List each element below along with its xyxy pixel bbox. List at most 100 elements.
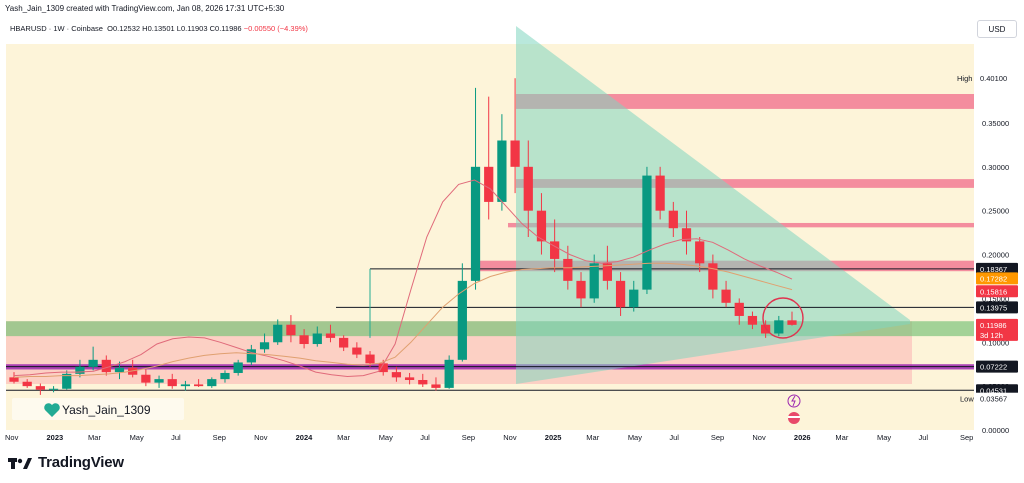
x-tick-label: Mar: [586, 433, 599, 442]
x-tick-label: May: [628, 433, 642, 442]
tradingview-brand: TradingView: [38, 454, 124, 471]
symbol-label[interactable]: HBARUSD · 1W · Coinbase: [10, 24, 103, 33]
candle-body: [233, 362, 243, 373]
x-tick-label: Sep: [711, 433, 724, 442]
price-label-box: [976, 262, 1018, 275]
candle-body: [154, 379, 164, 383]
change-value: −0.00550 (−4.39%): [243, 24, 308, 33]
candle-body: [734, 302, 744, 316]
flash-icon[interactable]: [787, 394, 801, 408]
x-tick-label: Mar: [337, 433, 350, 442]
candle-body: [550, 241, 560, 259]
candle-body: [470, 166, 481, 281]
price-label-box: [976, 301, 1018, 314]
price-label-box: [976, 318, 1018, 341]
candle-body: [286, 324, 296, 336]
ma-slow-line: [13, 262, 793, 378]
open-value: O0.12532: [107, 24, 141, 33]
candle-body: [536, 210, 547, 242]
candle-body: [325, 333, 336, 338]
candle-body: [352, 347, 362, 355]
tradingview-logo-icon: [8, 457, 32, 469]
x-tick-label: Jul: [918, 433, 928, 442]
candle-body: [747, 315, 758, 325]
candle-body: [457, 280, 467, 360]
price-label: 0.40100: [980, 74, 1007, 83]
x-tick-label: 2023: [47, 433, 64, 442]
candle-body: [141, 374, 151, 383]
candle-body: [220, 372, 230, 380]
candle-body: [48, 388, 59, 390]
watermark-text: Yash_Jain_1309: [62, 403, 151, 417]
footer-brand[interactable]: TradingView: [8, 454, 124, 471]
y-tick-label: 0.20000: [982, 251, 1009, 260]
x-tick-label: Jul: [420, 433, 430, 442]
candle-body: [378, 363, 388, 373]
x-tick-label: 2024: [296, 433, 314, 442]
price-label: 0.18367: [980, 265, 1007, 274]
candle-body: [431, 384, 441, 388]
candle-body: [273, 324, 283, 343]
price-label-box: [976, 360, 1018, 373]
candle-body: [787, 320, 797, 325]
price-label-box: [976, 272, 1018, 285]
x-tick-label: Jul: [171, 433, 181, 442]
x-tick-label: Nov: [5, 433, 19, 442]
candle-body: [589, 263, 599, 299]
candle-body: [259, 342, 270, 350]
descending-triangle: [516, 26, 910, 384]
x-tick-label: Jul: [669, 433, 679, 442]
candle-body: [391, 372, 402, 378]
x-tick-label: Nov: [752, 433, 766, 442]
price-label-box: [976, 285, 1018, 298]
candle-body: [299, 335, 309, 345]
price-label-countdown: 3d 12h: [980, 331, 1003, 340]
price-label: 0.15816: [980, 287, 1007, 296]
price-label: 0.03567: [980, 395, 1007, 404]
x-tick-label: May: [379, 433, 393, 442]
candle-body: [655, 175, 665, 211]
candle-body: [484, 166, 494, 202]
candle-body: [114, 367, 125, 373]
candle-body: [35, 386, 45, 390]
candle-body: [167, 379, 177, 387]
zone-supply-0: [516, 94, 974, 109]
x-tick-label: Nov: [503, 433, 517, 442]
candle-body: [576, 280, 586, 299]
x-tick-label: Sep: [462, 433, 475, 442]
candle-body: [339, 337, 349, 348]
candle-body: [774, 320, 784, 334]
zone-supply-1: [516, 179, 974, 188]
highlight-circle: [762, 297, 804, 339]
price-label-tag: Low: [960, 395, 974, 404]
candle-body: [642, 175, 652, 290]
candle-body: [602, 263, 613, 281]
candle-body: [101, 359, 111, 373]
candle-body: [246, 349, 256, 363]
candle-body: [721, 289, 731, 303]
x-tick-label: Mar: [835, 433, 848, 442]
x-tick-label: Sep: [960, 433, 973, 442]
price-label: 0.17282: [980, 274, 1007, 283]
candle-body: [615, 280, 626, 308]
candle-body: [523, 166, 533, 211]
price-label: 0.07222: [980, 363, 1007, 372]
candle-body: [207, 379, 217, 387]
y-tick-label: 0.35000: [982, 119, 1009, 128]
candle-body: [497, 140, 507, 202]
candle-body: [444, 359, 454, 388]
candle-body: [9, 377, 19, 382]
high-value: H0.13501: [142, 24, 175, 33]
flag-us-stripe: [788, 416, 800, 418]
candle-body: [22, 381, 32, 387]
x-tick-label: Mar: [88, 433, 101, 442]
candle-body: [312, 333, 322, 345]
currency-button[interactable]: USD: [977, 20, 1017, 38]
price-label: 0.04531: [980, 386, 1007, 395]
candle-body: [62, 373, 72, 389]
x-tick-label: May: [130, 433, 144, 442]
candle-body: [180, 384, 191, 387]
price-label: 0.11986: [980, 321, 1007, 330]
candle-body: [510, 140, 520, 167]
